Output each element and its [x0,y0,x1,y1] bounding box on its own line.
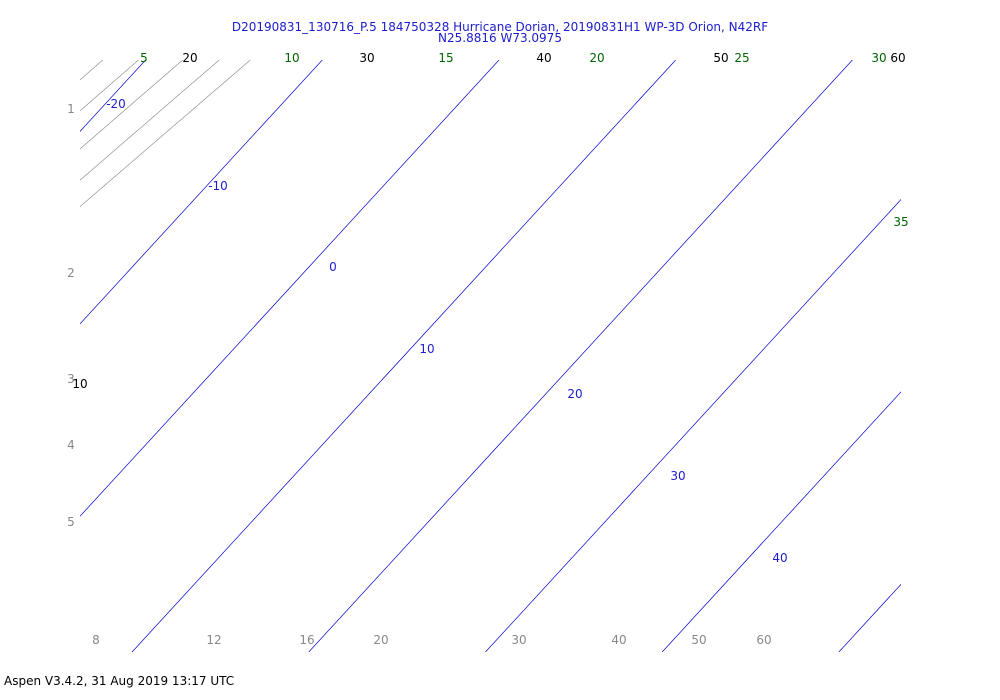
altitude-label: 1 [67,102,75,116]
isotherm-line [838,583,901,652]
moist-adiabat-label: 30 [871,51,886,65]
dry-adiabat-label: 20 [182,51,197,65]
axis-labels: 600700800900100012345-20-100102030401020… [67,51,908,647]
mixing-ratio-label: 50 [691,633,706,647]
altitude-label: 2 [67,266,75,280]
isotherm-label: 30 [670,469,685,483]
moist-adiabat-label: 5 [140,51,148,65]
mixing-ratio-label: 16 [299,633,314,647]
chart-title: D20190831_130716_P.5 184750328 Hurricane… [231,20,769,34]
isotherm-line [80,60,323,325]
mixing-ratio-line [80,60,183,150]
isotherm-line [131,60,676,652]
mixing-ratio-line [0,60,60,650]
mixing-ratio-line [80,60,251,208]
mixing-ratio-label: 12 [206,633,221,647]
isotherm-label: -10 [208,179,228,193]
mixing-ratio-label: 30 [511,633,526,647]
isotherm-line [485,198,901,652]
dry-adiabat-label: 50 [713,51,728,65]
isotherm-label: 40 [772,551,787,565]
isotherm-line [80,60,500,517]
mixing-ratio-line [80,60,220,181]
footer-version-timestamp: Aspen V3.4.2, 31 Aug 2019 13:17 UTC [4,674,235,688]
dry-adiabat-label: 10 [72,377,87,391]
moist-adiabat-label: 25 [734,51,749,65]
mixing-ratio-line [0,60,5,650]
mixing-ratio-lines [0,60,251,650]
moist-adiabat-label: 35 [893,215,908,229]
isotherm-line [308,60,853,652]
altitude-label: 5 [67,515,75,529]
isotherm-label: 20 [567,387,582,401]
mixing-ratio-line [80,60,103,81]
altitude-label: 3 [67,372,75,386]
mixing-ratio-label: 8 [92,633,100,647]
mixing-ratio-label: 40 [611,633,626,647]
mixing-ratio-line [80,60,139,112]
dry-adiabat-label: 40 [536,51,551,65]
dry-adiabat-label: 30 [359,51,374,65]
dry-adiabat-label: 60 [890,51,905,65]
moist-adiabat-label: 15 [438,51,453,65]
isotherm-label: -20 [106,97,126,111]
mixing-ratio-label: 60 [756,633,771,647]
moist-adiabat-label: 20 [589,51,604,65]
moist-adiabat-label: 10 [284,51,299,65]
isotherms [80,60,901,652]
chart-subtitle-location: N25.8816 W73.0975 [438,31,562,45]
isotherm-line [80,60,146,132]
isotherm-line [661,391,901,652]
isotherm-label: 10 [419,342,434,356]
altitude-label: 4 [67,438,75,452]
isotherm-label: 0 [329,260,337,274]
mixing-ratio-label: 20 [373,633,388,647]
